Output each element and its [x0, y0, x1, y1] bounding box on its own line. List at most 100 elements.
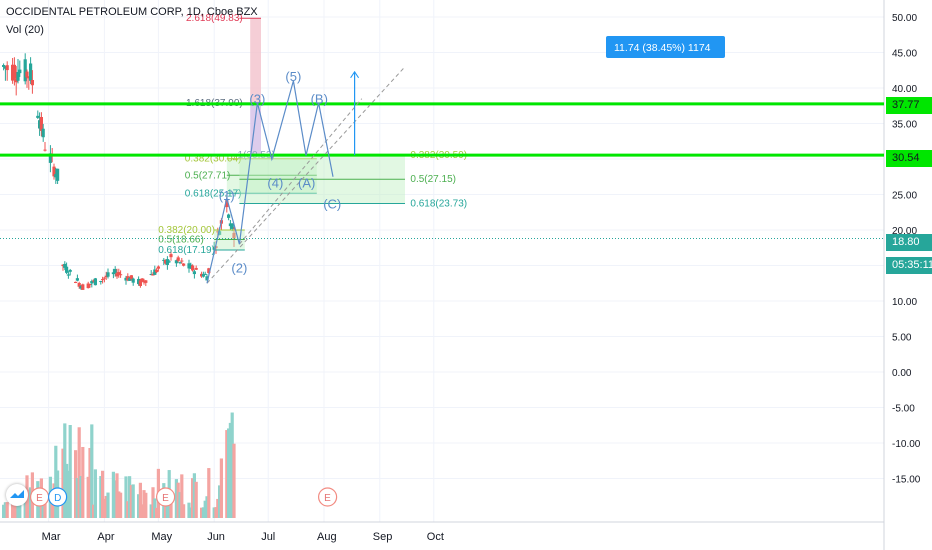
fib-left-label: 0.618(17.19) [158, 245, 215, 256]
volume-bar [140, 504, 144, 518]
extension-band-lower [250, 102, 261, 156]
volume-bar [212, 507, 216, 518]
volume-bar [174, 479, 178, 518]
price-tick-label: 45.00 [892, 49, 917, 60]
candle-body [200, 273, 204, 277]
time-tick-label: Sep [373, 531, 393, 543]
wave-label-4: (4) [267, 175, 283, 190]
volume-bar [113, 480, 117, 518]
volume-bar [176, 482, 180, 518]
candle-body [5, 65, 9, 71]
candle-body [81, 284, 85, 290]
volume-bar [101, 470, 105, 518]
volume-bar [214, 507, 218, 518]
candle-body [74, 281, 78, 283]
last-price-tag: 18.80 [886, 234, 932, 251]
candle-body [111, 272, 115, 275]
candle-body [156, 266, 160, 269]
volume-bar [90, 424, 94, 518]
volume-bar [142, 490, 146, 518]
wave-projection-path[interactable] [206, 80, 334, 284]
volume-bar [43, 497, 47, 518]
volume-bar [50, 497, 54, 518]
volume-bar [178, 492, 182, 518]
volume-bar [117, 491, 121, 518]
earnings-marker[interactable] [318, 487, 338, 507]
volume-bar [106, 492, 110, 518]
candle-body [68, 269, 72, 272]
wave-label-1: (1) [219, 188, 235, 203]
wave-label-b: (B) [311, 92, 328, 107]
price-tick-label: -5.00 [892, 404, 915, 415]
wave-label-2: (2) [231, 261, 247, 276]
wave-label-3: (3) [249, 92, 265, 107]
volume-bar [68, 425, 72, 518]
fib-left-label: 0.5(18.66) [158, 235, 204, 246]
earnings-marker[interactable] [156, 487, 176, 507]
candle-body [30, 79, 34, 86]
candle-body [113, 268, 117, 273]
volume-bar [138, 482, 142, 518]
time-tick-label: Jul [261, 531, 275, 543]
volume-indicator-label[interactable]: Vol (20) [6, 24, 44, 36]
fib-mid-label: 0.382(30.04) [185, 154, 242, 165]
volume-bar [165, 498, 169, 518]
level-tag-high: 37.77 [886, 97, 932, 114]
volume-bar [205, 496, 209, 518]
candle-body [230, 223, 234, 229]
trend-line[interactable] [239, 98, 363, 245]
volume-bar [86, 476, 90, 518]
volume-bar [88, 447, 92, 518]
volume-bar [182, 504, 186, 518]
volume-bar [153, 498, 157, 518]
volume-bar [126, 501, 130, 518]
candle-body [2, 65, 6, 67]
volume-bar [66, 470, 70, 518]
candle-body [153, 269, 157, 275]
volume-bar [191, 478, 195, 518]
candle-body [164, 259, 168, 264]
candle-body [18, 69, 22, 74]
wave-label-5: (5) [285, 69, 301, 84]
candle-body [191, 265, 195, 271]
candle-body [207, 268, 211, 274]
candle-body [61, 264, 65, 267]
candle-body [56, 168, 60, 181]
time-tick-label: Mar [42, 531, 61, 543]
candle-body [203, 273, 207, 275]
volume-bar [227, 428, 231, 518]
volume-bar [128, 476, 132, 518]
volume-bar [23, 495, 27, 518]
volume-bar [230, 412, 234, 518]
candle-body [129, 275, 133, 280]
volume-bar [12, 503, 16, 518]
volume-bar [111, 471, 115, 518]
candle-body [101, 279, 105, 281]
candle-body [182, 263, 186, 266]
symbol-title: OCCIDENTAL PETROLEUM CORP, 1D, Cboe BZX [6, 6, 258, 18]
candle-body [149, 274, 153, 276]
volume-bar [232, 443, 236, 518]
volume-bar [149, 504, 153, 518]
candle-body [189, 264, 193, 269]
candle-body [142, 280, 146, 283]
candle-body [144, 280, 148, 283]
candle-body [79, 286, 83, 289]
price-tick-label: 50.00 [892, 13, 917, 24]
candle-body [27, 77, 31, 79]
candle-body [192, 271, 196, 275]
volume-bar [201, 507, 205, 518]
dividend-marker[interactable] [47, 487, 68, 507]
price-tick-label: 0.00 [892, 368, 912, 379]
candle-body [48, 153, 52, 163]
extension-label: 2.618(49.83) [186, 13, 243, 24]
volume-bar [200, 507, 204, 518]
tradingview-logo-icon[interactable] [6, 484, 28, 506]
price-tick-label: 5.00 [892, 333, 912, 344]
candle-body [86, 283, 90, 289]
candle-body [216, 231, 220, 233]
time-tick-label: May [151, 531, 172, 543]
candle-body [232, 232, 236, 239]
candle-body [41, 128, 45, 138]
